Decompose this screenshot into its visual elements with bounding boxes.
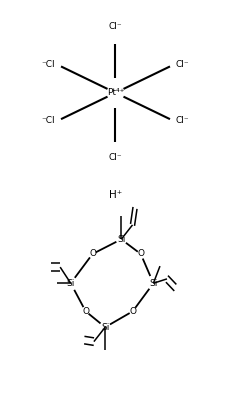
Text: Cl⁻: Cl⁻ <box>176 60 189 69</box>
Text: Cl⁻: Cl⁻ <box>176 116 189 125</box>
Text: O: O <box>82 307 89 316</box>
Text: ⁻Cl: ⁻Cl <box>42 116 55 125</box>
Text: Si: Si <box>117 235 125 244</box>
Text: Cl⁻: Cl⁻ <box>109 153 122 163</box>
Text: ⁻Cl: ⁻Cl <box>42 60 55 69</box>
Text: O: O <box>137 249 144 258</box>
Text: Cl⁻: Cl⁻ <box>109 22 122 31</box>
Text: H⁺: H⁺ <box>109 190 122 200</box>
Text: Si: Si <box>101 323 109 332</box>
Text: O: O <box>89 249 96 258</box>
Text: Pt⁴⁺: Pt⁴⁺ <box>107 88 124 97</box>
Text: Si: Si <box>67 279 75 288</box>
Text: O: O <box>129 307 136 316</box>
Text: Si: Si <box>149 279 158 288</box>
